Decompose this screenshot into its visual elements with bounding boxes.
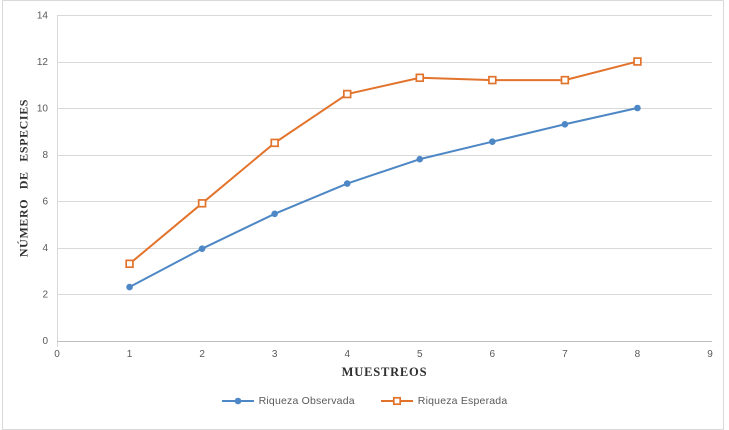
svg-text:4: 4 [42, 243, 48, 254]
svg-text:0: 0 [54, 349, 60, 360]
svg-text:14: 14 [37, 11, 49, 22]
svg-text:6: 6 [490, 349, 496, 360]
svg-text:8: 8 [42, 150, 48, 161]
svg-text:2: 2 [42, 290, 48, 301]
svg-text:0: 0 [42, 336, 48, 347]
legend-item-riqueza-observada: Riqueza Observada [221, 395, 355, 407]
svg-text:8: 8 [635, 349, 641, 360]
legend-label: Riqueza Observada [258, 395, 355, 407]
svg-text:5: 5 [417, 349, 423, 360]
legend-label: Riqueza Esperada [417, 395, 508, 407]
svg-text:1: 1 [127, 349, 133, 360]
svg-text:12: 12 [37, 57, 49, 68]
svg-text:3: 3 [272, 349, 278, 360]
svg-text:10: 10 [37, 104, 49, 115]
svg-text:4: 4 [344, 349, 350, 360]
legend-swatch-line-square-icon [380, 396, 413, 406]
svg-text:6: 6 [42, 197, 48, 208]
legend-swatch-line-circle-icon [221, 397, 254, 405]
y-axis-title: NÚMERO DE ESPECIES [16, 98, 31, 258]
x-axis-title: MUESTREOS [341, 365, 428, 379]
svg-text:7: 7 [562, 349, 568, 360]
svg-text:9: 9 [707, 349, 713, 360]
svg-text:2: 2 [199, 349, 205, 360]
legend: Riqueza Observada Riqueza Esperada [0, 393, 729, 409]
legend-item-riqueza-esperada: Riqueza Esperada [380, 395, 508, 407]
